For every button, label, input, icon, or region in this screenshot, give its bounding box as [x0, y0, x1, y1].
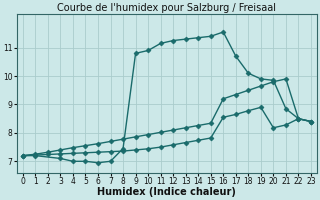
X-axis label: Humidex (Indice chaleur): Humidex (Indice chaleur) [98, 187, 236, 197]
Title: Courbe de l'humidex pour Salzburg / Freisaal: Courbe de l'humidex pour Salzburg / Frei… [57, 3, 276, 13]
